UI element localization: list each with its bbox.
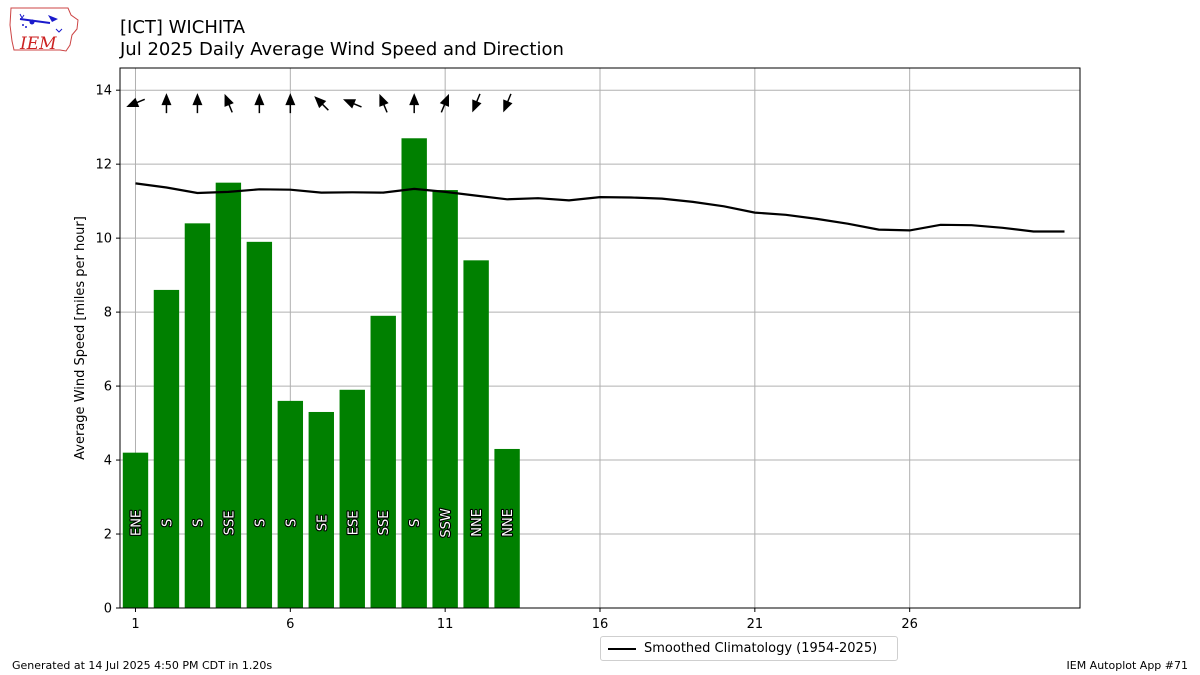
direction-label: SE [315, 515, 330, 531]
legend-line-swatch [608, 648, 636, 650]
bar [184, 223, 211, 608]
bar [215, 182, 242, 608]
wind-arrow-head [439, 93, 450, 107]
legend: Smoothed Climatology (1954-2025) [600, 636, 898, 661]
x-tick-label: 1 [131, 617, 139, 632]
bar [401, 138, 427, 608]
wind-arrow-head [126, 97, 140, 107]
direction-label: S [191, 519, 206, 527]
y-axis-label: Average Wind Speed [miles per hour] [73, 216, 88, 460]
y-tick-label: 6 [104, 380, 112, 395]
legend-label: Smoothed Climatology (1954-2025) [644, 641, 878, 656]
direction-label: S [284, 519, 299, 527]
wind-arrow [379, 93, 389, 113]
wind-arrow [254, 93, 265, 114]
x-tick-label: 26 [901, 617, 918, 632]
chart-title: [ICT] WICHITA [120, 17, 246, 38]
y-tick-label: 14 [95, 84, 112, 99]
direction-label-layer: ENE S S SSE S S SE ESE SSE S SSW NNE NNE [128, 507, 517, 539]
y-tick-label: 2 [104, 528, 112, 543]
direction-label: SSE [377, 511, 392, 536]
line-layer [135, 182, 1065, 233]
bar [122, 452, 149, 608]
direction-label: ESE [346, 511, 361, 536]
wind-arrow-head [343, 99, 357, 109]
y-tick-label: 10 [95, 232, 112, 247]
wind-arrow [472, 93, 482, 113]
wind-arrow-head [409, 93, 420, 106]
bar [339, 389, 365, 608]
direction-label: S [408, 519, 423, 527]
wind-arrow-head [224, 93, 234, 107]
direction-label: S [160, 519, 175, 527]
wind-arrow-head [379, 93, 389, 107]
bar [463, 260, 489, 608]
y-tick-label: 0 [104, 602, 112, 617]
wind-arrow [439, 93, 450, 113]
x-tick-label: 11 [437, 617, 454, 632]
grid-layer [120, 68, 1080, 609]
wind-arrow [161, 93, 172, 114]
direction-label: NNE [470, 509, 485, 537]
wind-arrow-head [503, 99, 513, 113]
direction-label: SSE [222, 511, 237, 536]
footer-app-text: IEM Autoplot App #71 [1066, 659, 1189, 672]
bar [308, 411, 334, 608]
bar [494, 448, 520, 608]
wind-arrow-head [192, 93, 203, 106]
wind-arrow [503, 93, 513, 113]
bar [246, 241, 273, 608]
bar-layer [122, 138, 520, 608]
y-tick-label: 8 [104, 306, 112, 321]
wind-arrow [126, 97, 146, 107]
wind-arrow [314, 96, 329, 111]
direction-label: ENE [129, 510, 144, 536]
direction-label: S [253, 519, 268, 527]
direction-label: NNE [501, 509, 516, 537]
bar [153, 289, 180, 608]
direction-label: SSW [439, 508, 454, 538]
bar [370, 315, 396, 608]
wind-arrow-head [472, 99, 482, 113]
chart-subtitle: Jul 2025 Daily Average Wind Speed and Di… [120, 39, 564, 60]
climatology-line [135, 182, 1065, 233]
bar [277, 400, 304, 608]
wind-arrow [192, 93, 203, 114]
y-tick-label: 12 [95, 158, 112, 173]
arrow-layer [126, 93, 513, 114]
bar [432, 190, 458, 608]
wind-arrow-head [314, 96, 327, 109]
footer-generated-text: Generated at 14 Jul 2025 4:50 PM CDT in … [12, 659, 273, 672]
iem-logo: IEM [8, 5, 82, 63]
wind-arrow [285, 93, 296, 114]
wind-arrow-head [254, 93, 265, 106]
x-tick-label: 6 [286, 617, 294, 632]
wind-arrow [409, 93, 420, 114]
wind-arrow-head [285, 93, 296, 106]
wind-arrow-head [161, 93, 172, 106]
wind-arrow [343, 99, 362, 109]
svg-text:IEM: IEM [19, 34, 57, 54]
y-tick-label: 4 [104, 454, 112, 469]
x-tick-label: 16 [592, 617, 609, 632]
iem-iowa-logo-icon: IEM [9, 7, 79, 54]
wind-arrow [224, 93, 234, 113]
x-tick-label: 21 [747, 617, 764, 632]
